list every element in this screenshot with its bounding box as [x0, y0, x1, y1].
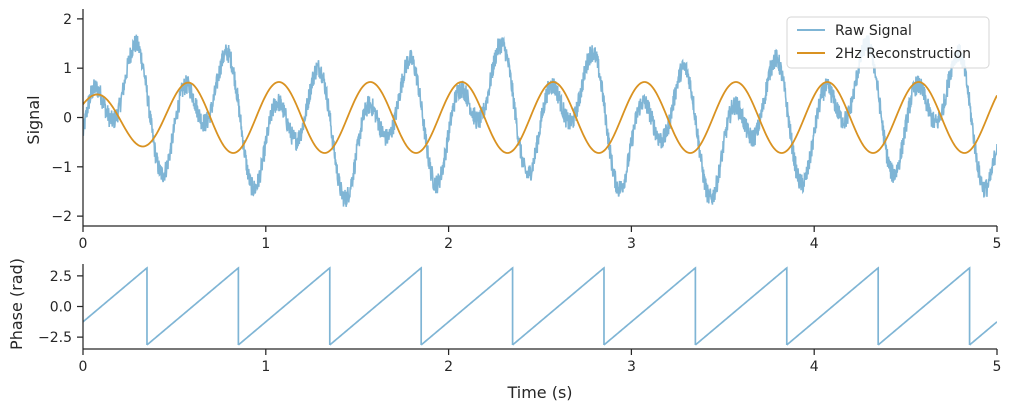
legend-reconstruction-label: 2Hz Reconstruction — [835, 46, 971, 62]
phase-chart-x-ticks: 0 1 2 3 4 5 — [79, 349, 1002, 375]
signal-y-tick-label: 1 — [63, 61, 72, 77]
legend-raw-signal-label: Raw Signal — [835, 23, 912, 39]
phase-x-tick-label: 0 — [79, 359, 88, 375]
signal-x-tick-label: 2 — [444, 236, 453, 252]
phase-x-tick-label: 5 — [993, 359, 1002, 375]
phase-x-tick-label: 4 — [810, 359, 819, 375]
signal-x-tick-label: 0 — [79, 236, 88, 252]
raw-signal-line — [83, 34, 997, 207]
legend: Raw Signal 2Hz Reconstruction — [786, 16, 990, 69]
phase-chart: 0 1 2 3 4 5 2.5 0.0 −2.5 Phase (rad) Time (s) — [7, 258, 1001, 402]
phase-y-tick-label: 2.5 — [50, 269, 72, 285]
phase-chart-x-axis-label: Time (s) — [506, 383, 572, 402]
signal-chart-x-ticks: 0 1 2 3 4 5 — [79, 226, 1002, 252]
signal-y-tick-label: 2 — [63, 12, 72, 28]
phase-series-group — [83, 266, 997, 346]
signal-x-tick-label: 3 — [627, 236, 636, 252]
signal-y-tick-label: −1 — [51, 160, 72, 176]
signal-chart-y-ticks: 2 1 0 −1 −2 — [51, 12, 83, 225]
phase-x-tick-label: 3 — [627, 359, 636, 375]
phase-y-tick-label: 0.0 — [50, 300, 72, 316]
signal-x-tick-label: 1 — [261, 236, 270, 252]
phase-x-tick-label: 1 — [261, 359, 270, 375]
phase-chart-y-ticks: 2.5 0.0 −2.5 — [38, 269, 83, 346]
legend-frame — [786, 16, 990, 69]
reconstruction-line — [83, 81, 997, 154]
signal-x-tick-label: 5 — [993, 236, 1002, 252]
phase-x-tick-label: 2 — [444, 359, 453, 375]
signal-series-group — [83, 34, 997, 207]
signal-chart: 0 1 2 3 4 5 2 1 0 −1 −2 Signal Raw Signal 2Hz Rec… — [24, 9, 1001, 252]
signal-x-tick-label: 4 — [810, 236, 819, 252]
phase-y-tick-label: −2.5 — [38, 330, 72, 346]
phase-line — [83, 266, 997, 346]
phase-chart-y-axis-label: Phase (rad) — [7, 258, 26, 350]
signal-y-tick-label: 0 — [63, 111, 72, 127]
signal-chart-y-axis-label: Signal — [24, 95, 43, 144]
signal-y-tick-label: −2 — [51, 209, 72, 225]
